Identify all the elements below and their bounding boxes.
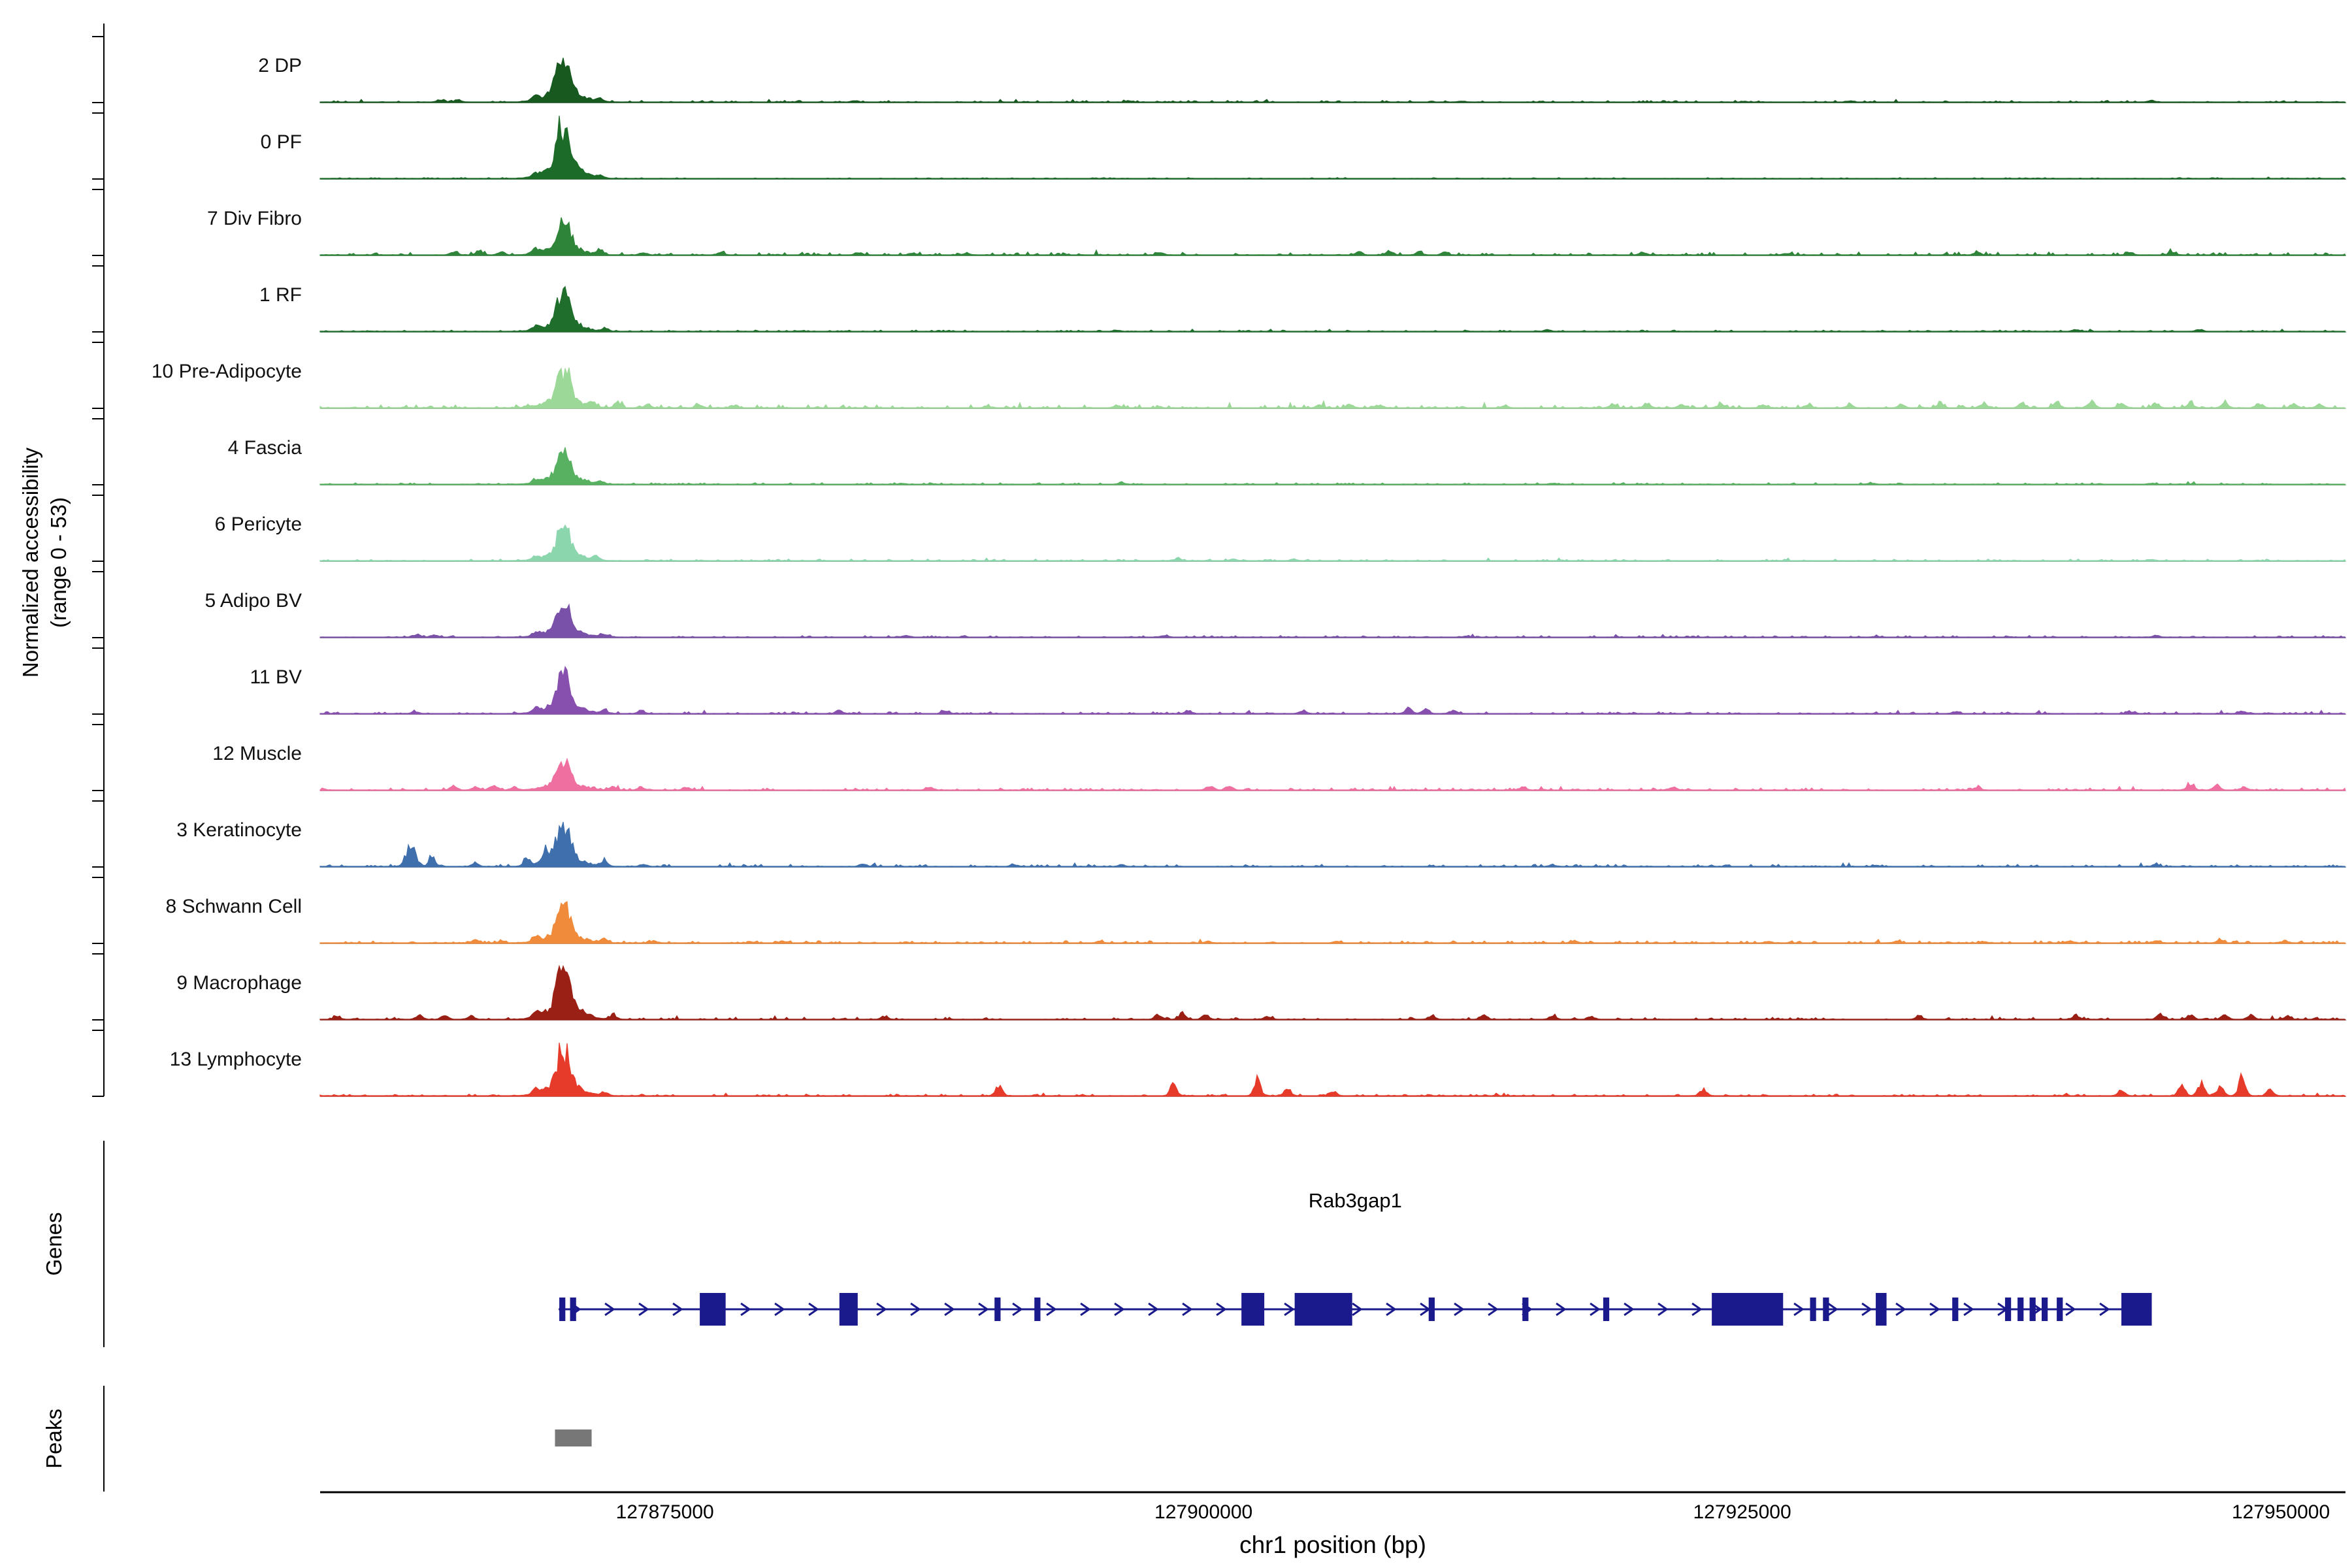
gene-strand-arrow bbox=[1352, 1302, 1363, 1316]
gene-strand-arrow bbox=[1114, 1302, 1125, 1316]
gene-strand-arrow bbox=[638, 1302, 649, 1316]
gene-exon bbox=[1823, 1298, 1829, 1321]
gene-exon bbox=[570, 1298, 576, 1321]
gene-strand-arrow bbox=[910, 1302, 921, 1316]
track-signal-7-div-fibro bbox=[319, 217, 2346, 256]
gene-strand-arrow bbox=[774, 1302, 785, 1316]
gene-strand-arrow bbox=[1386, 1302, 1397, 1316]
gene-strand-arrow bbox=[1963, 1302, 1974, 1316]
gene-strand-arrow bbox=[1046, 1302, 1057, 1316]
gene-exon bbox=[2121, 1293, 2152, 1326]
gene-strand-arrow bbox=[1929, 1302, 1940, 1316]
gene-strand-arrow bbox=[1488, 1302, 1499, 1316]
gene-exon bbox=[1603, 1298, 1610, 1321]
track-signal-8-schwann-cell bbox=[319, 901, 2347, 944]
gene-strand-arrow bbox=[1216, 1302, 1227, 1316]
track-label-10-pre-adipocyte: 10 Pre-Adipocyte bbox=[151, 360, 302, 382]
gene-exon bbox=[994, 1298, 1001, 1321]
gene-exon bbox=[1522, 1298, 1529, 1321]
gene-name-rab3gap1: Rab3gap1 bbox=[1308, 1189, 1402, 1212]
gene-strand-arrow bbox=[1080, 1302, 1091, 1316]
genes-section-label: Genes bbox=[42, 1212, 66, 1276]
track-label-5-adipo-bv: 5 Adipo BV bbox=[204, 589, 302, 612]
gene-exon bbox=[1876, 1293, 1887, 1326]
track-label-6-pericyte: 6 Pericyte bbox=[214, 513, 302, 535]
x-axis-tick-127875000: 127875000 bbox=[615, 1501, 714, 1523]
gene-exon bbox=[2004, 1298, 2012, 1321]
gene-strand-arrow bbox=[604, 1302, 615, 1316]
gene-strand-arrow bbox=[1658, 1302, 1669, 1316]
gene-strand-arrow bbox=[2065, 1302, 2076, 1316]
track-signal-2-dp bbox=[319, 57, 2347, 103]
gene-exon bbox=[839, 1293, 858, 1326]
track-signal-0-pf bbox=[319, 116, 2347, 180]
gene-strand-arrow bbox=[978, 1302, 989, 1316]
gene-strand-arrow bbox=[808, 1302, 819, 1316]
gene-strand-arrow bbox=[1861, 1302, 1872, 1316]
gene-exon bbox=[559, 1298, 566, 1321]
gene-exon bbox=[1294, 1293, 1352, 1326]
peaks-section-label: Peaks bbox=[42, 1409, 66, 1469]
track-label-11-bv: 11 BV bbox=[250, 666, 302, 688]
gene-exon bbox=[2029, 1298, 2036, 1321]
gene-strand-arrow bbox=[1624, 1302, 1635, 1316]
gene-strand-arrow bbox=[1148, 1302, 1159, 1316]
gene-strand-arrow bbox=[1793, 1302, 1805, 1316]
gene-exon bbox=[2057, 1298, 2063, 1321]
track-signal-3-keratinocyte bbox=[319, 821, 2347, 868]
track-signal-13-lymphocyte bbox=[319, 1042, 2347, 1097]
gene-exon bbox=[1712, 1293, 1784, 1326]
peak-region-box bbox=[555, 1429, 592, 1446]
track-signal-4-fascia bbox=[319, 447, 2347, 485]
track-signal-1-rf bbox=[319, 286, 2347, 333]
track-signal-10-pre-adipocyte bbox=[319, 367, 2347, 409]
gene-exon bbox=[1428, 1298, 1435, 1321]
track-label-1-rf: 1 RF bbox=[259, 284, 302, 306]
track-signal-11-bv bbox=[319, 665, 2347, 715]
track-signal-6-pericyte bbox=[319, 524, 2346, 562]
gene-exon bbox=[2017, 1298, 2024, 1321]
track-label-12-muscle: 12 Muscle bbox=[212, 742, 302, 764]
gene-strand-arrow bbox=[672, 1302, 683, 1316]
track-label-4-fascia: 4 Fascia bbox=[227, 436, 302, 459]
track-signal-12-muscle bbox=[319, 757, 2346, 791]
gene-strand-arrow bbox=[876, 1302, 887, 1316]
track-label-13-lymphocyte: 13 Lymphocyte bbox=[169, 1048, 302, 1070]
gene-exon bbox=[700, 1293, 726, 1326]
gene-exon bbox=[1952, 1298, 1959, 1321]
track-signal-5-adipo-bv bbox=[319, 603, 2347, 638]
gene-strand-arrow bbox=[1827, 1302, 1838, 1316]
track-label-8-schwann-cell: 8 Schwann Cell bbox=[165, 895, 302, 917]
gene-strand-arrow bbox=[1284, 1302, 1295, 1316]
gene-exon bbox=[1810, 1298, 1816, 1321]
gene-strand-arrow bbox=[1182, 1302, 1193, 1316]
track-signal-9-macrophage bbox=[319, 964, 2347, 1021]
gene-strand-arrow bbox=[2099, 1302, 2110, 1316]
x-axis-title: chr1 position (bp) bbox=[1239, 1531, 1426, 1558]
gene-strand-arrow bbox=[1590, 1302, 1601, 1316]
gene-strand-arrow bbox=[1895, 1302, 1906, 1316]
gene-exon bbox=[1241, 1293, 1265, 1326]
track-label-2-dp: 2 DP bbox=[258, 54, 302, 76]
gene-exon bbox=[2042, 1298, 2048, 1321]
x-axis-tick-127950000: 127950000 bbox=[2231, 1501, 2330, 1523]
gene-strand-arrow bbox=[1012, 1302, 1023, 1316]
track-label-3-keratinocyte: 3 Keratinocyte bbox=[176, 819, 302, 841]
track-label-0-pf: 0 PF bbox=[260, 131, 302, 153]
track-label-7-div-fibro: 7 Div Fibro bbox=[206, 207, 302, 229]
gene-strand-arrow bbox=[740, 1302, 751, 1316]
gene-strand-arrow bbox=[944, 1302, 955, 1316]
gene-strand-arrow bbox=[1556, 1302, 1567, 1316]
gene-strand-arrow bbox=[1454, 1302, 1465, 1316]
track-label-9-macrophage: 9 Macrophage bbox=[176, 972, 302, 994]
x-axis-tick-127900000: 127900000 bbox=[1154, 1501, 1253, 1523]
gene-exon bbox=[1034, 1298, 1041, 1321]
x-axis-tick-127925000: 127925000 bbox=[1693, 1501, 1791, 1523]
gene-strand-arrow bbox=[1691, 1302, 1703, 1316]
